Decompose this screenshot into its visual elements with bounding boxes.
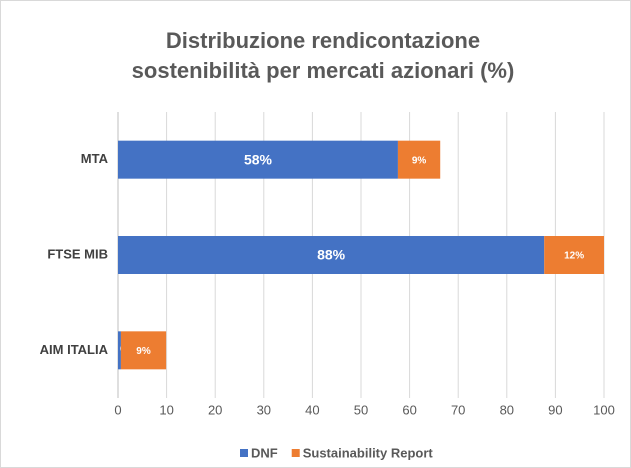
y-tick-label: MTA (81, 151, 109, 166)
chart-title: sostenibilità per mercati azionari (%) (132, 58, 515, 83)
legend-swatch (291, 449, 300, 457)
legend-label: DNF (251, 445, 278, 460)
legend-swatch (240, 449, 248, 457)
x-tick-label: 60 (402, 402, 416, 417)
x-tick-label: 20 (208, 402, 222, 417)
x-tick-label: 70 (451, 402, 465, 417)
data-label: 58% (244, 151, 273, 167)
x-tick-label: 50 (354, 402, 368, 417)
bar-segment (544, 236, 604, 274)
x-tick-label: 10 (159, 402, 173, 417)
bar-segment (118, 236, 545, 274)
bar-segment (120, 331, 167, 370)
y-tick-label: AIM ITALIA (40, 342, 109, 357)
x-tick-label: 90 (548, 402, 562, 417)
x-tick-label: 30 (257, 402, 271, 417)
legend-label: Sustainability Report (303, 445, 434, 460)
chart-title: Distribuzione rendicontazione (166, 28, 480, 53)
data-label: 88% (317, 247, 346, 263)
x-tick-label: 100 (593, 402, 615, 417)
bar-segment (397, 140, 441, 179)
bar-segment (118, 331, 121, 370)
data-label: 12% (564, 251, 584, 262)
x-tick-label: 80 (500, 402, 514, 417)
y-tick-label: FTSE MIB (47, 246, 108, 261)
data-label: 9% (412, 155, 427, 166)
bar-segment (118, 140, 398, 179)
x-tick-label: 0 (114, 402, 121, 417)
data-label: 9% (136, 346, 151, 357)
x-tick-label: 40 (305, 402, 319, 417)
